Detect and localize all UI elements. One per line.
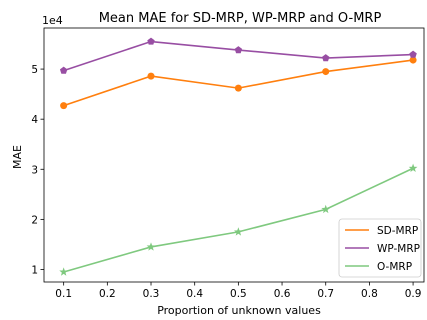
data-point-wp-mrp [59,66,68,74]
x-tick-label: 0.2 [99,288,116,300]
y-axis-label: MAE [11,145,24,169]
y-axis-multiplier: 1e4 [42,14,63,27]
data-point-sd-mrp [322,68,330,76]
x-tick-label: 0.9 [405,288,422,300]
x-tick-label: 0.6 [274,288,291,300]
y-tick-label: 5 [31,64,38,76]
x-tick-label: 0.8 [361,288,378,300]
series-line-sd-mrp [63,59,414,107]
data-point-wp-mrp [409,50,417,58]
plot-area: 0.1 0.2 0.3 0.4 0.5 0.6 0.7 0.8 0.9 1 2 3 4 5 [31,27,425,300]
x-tick-label: 0.3 [143,288,160,300]
y-tick-label: 4 [31,114,38,126]
legend-label-wp-mrp: WP-MRP [377,243,420,255]
x-axis-label: Proportion of unknown values [157,304,321,317]
legend-label-sd-mrp: SD-MRP [377,225,418,237]
y-tick-label: 2 [31,214,38,226]
chart-title: Mean MAE for SD-MRP, WP-MRP and O-MRP [99,11,382,26]
x-tick-label: 0.5 [230,288,247,300]
y-tick-label: 3 [31,164,38,176]
data-point-wp-mrp [147,37,155,45]
data-point-sd-mrp [60,102,68,110]
data-point-sd-mrp [147,72,155,80]
x-tick-label: 0.7 [317,288,334,300]
x-tick-label: 0.1 [55,288,72,300]
legend-label-o-mrp: O-MRP [377,261,412,273]
legend-box [338,218,422,278]
data-point-o-mrp [321,204,331,214]
data-point-o-mrp [146,242,156,251]
x-tick-label: 0.4 [186,288,203,300]
data-point-sd-mrp [409,56,417,64]
data-point-o-mrp [233,227,243,236]
data-point-o-mrp [408,163,418,172]
data-point-wp-mrp [234,46,243,54]
data-point-o-mrp [59,267,69,276]
legend: SD-MRP WP-MRP O-MRP [338,218,422,278]
data-point-wp-mrp [322,54,330,62]
data-point-sd-mrp [234,84,242,92]
y-tick-label: 1 [31,264,38,276]
plot-frame [43,27,425,283]
